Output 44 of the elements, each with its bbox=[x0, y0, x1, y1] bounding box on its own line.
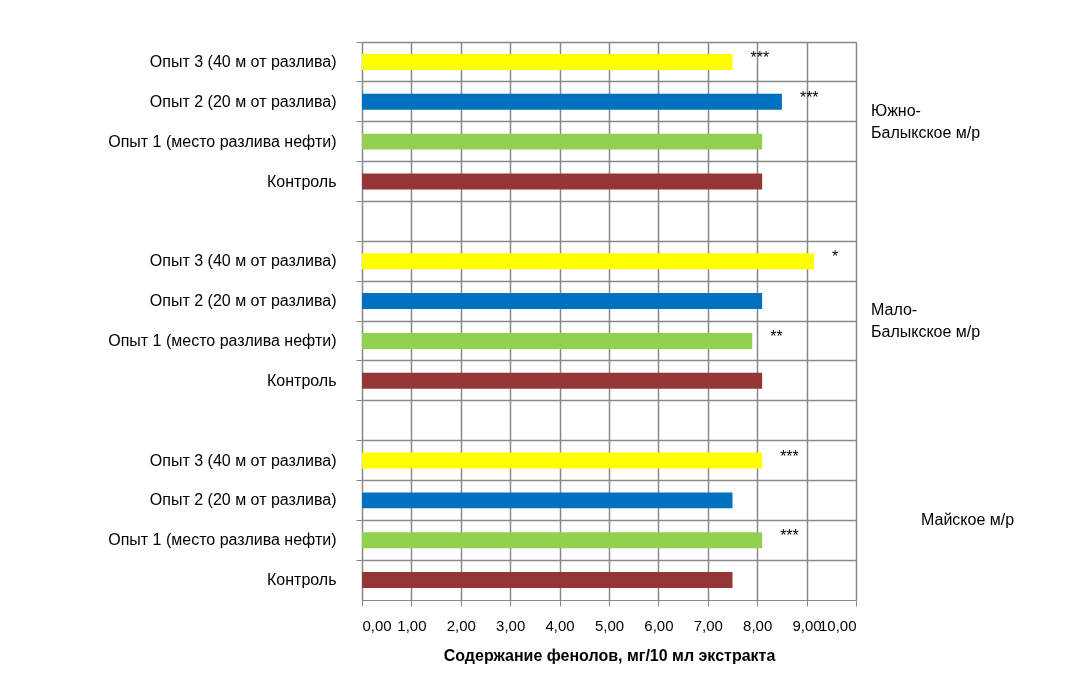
x-tick-label: 1,00 bbox=[397, 616, 427, 634]
x-tick-label: 0,00 bbox=[362, 616, 392, 634]
y-tick-label: Опыт 3 (40 м от разлива) bbox=[149, 252, 337, 270]
y-tick-label: Опыт 2 (20 м от разлива) bbox=[149, 92, 337, 110]
x-axis-title: Содержание фенолов, мг/10 мл экстракта bbox=[443, 646, 776, 664]
x-tick-label: 8,00 bbox=[743, 616, 773, 634]
bar bbox=[362, 452, 763, 469]
text: Мало- Балыкское м/р bbox=[871, 301, 981, 340]
data-label: ** bbox=[770, 327, 783, 345]
bar bbox=[362, 492, 733, 509]
data-label: *** bbox=[780, 447, 799, 465]
y-tick-label: Опыт 2 (20 м от разлива) bbox=[149, 491, 337, 509]
x-tick-label: 3,00 bbox=[496, 616, 526, 634]
x-tick-label: 9,00 bbox=[792, 616, 822, 634]
y-tick-label: Опыт 2 (20 м от разлива) bbox=[149, 292, 337, 310]
y-tick-label: Опыт 3 (40 м от разлива) bbox=[149, 451, 337, 469]
bar bbox=[362, 93, 782, 110]
data-label: *** bbox=[799, 88, 819, 106]
data-label: *** bbox=[780, 527, 799, 545]
y-tick-label: Опыт 1 (место разлива нефти) bbox=[108, 531, 337, 549]
bar bbox=[362, 332, 753, 349]
bar bbox=[362, 532, 763, 549]
bar bbox=[362, 253, 815, 270]
bar bbox=[362, 372, 763, 389]
data-label: *** bbox=[750, 48, 770, 66]
x-tick-label: 4,00 bbox=[545, 616, 575, 634]
bar bbox=[362, 572, 733, 589]
bar bbox=[362, 173, 763, 190]
y-tick-label: Контроль bbox=[267, 371, 337, 389]
bar bbox=[362, 53, 733, 70]
x-tick-label: 5,00 bbox=[594, 616, 625, 634]
x-tick-label: 2,00 bbox=[446, 616, 476, 634]
text: Южно- Балыкское м/р bbox=[871, 101, 981, 141]
y-tick-label: Контроль bbox=[267, 571, 337, 589]
y-tick-label: Опыт 1 (место разлива нефти) bbox=[108, 132, 337, 150]
text: Майское м/р bbox=[921, 511, 1015, 529]
bar bbox=[362, 133, 763, 150]
y-tick-label: Контроль bbox=[267, 172, 337, 190]
y-tick-label: Опыт 3 (40 м от разлива) bbox=[149, 52, 337, 70]
data-label: * bbox=[832, 248, 839, 266]
x-tick-label: 7,00 bbox=[693, 616, 723, 634]
x-tick-label: 6,00 bbox=[644, 616, 674, 634]
bar bbox=[362, 293, 763, 310]
y-tick-label: Опыт 1 (место разлива нефти) bbox=[108, 331, 337, 349]
